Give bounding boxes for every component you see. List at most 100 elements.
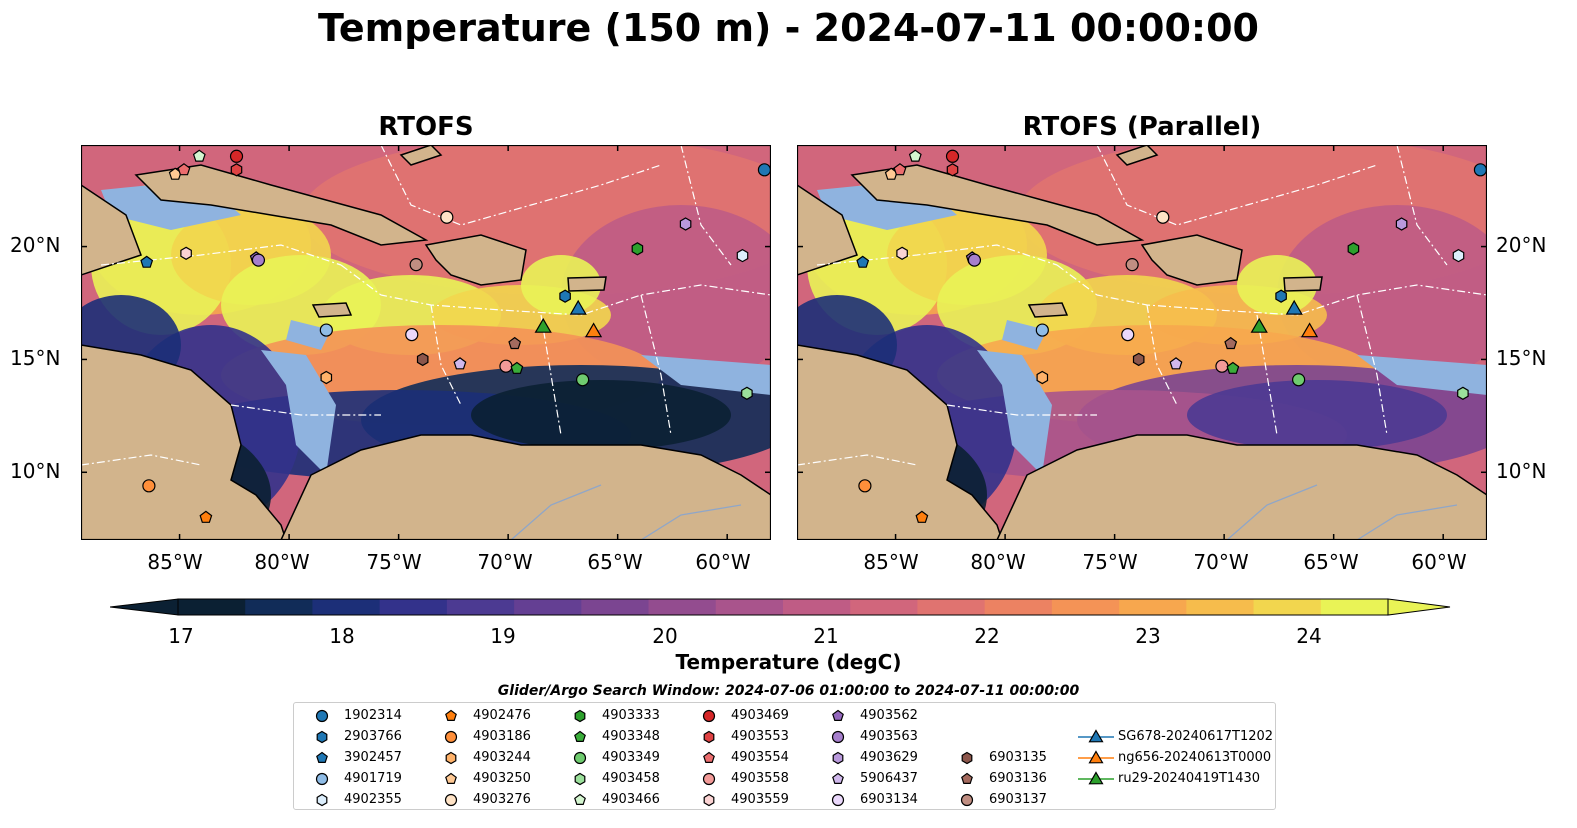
glider-marker[interactable] — [569, 299, 587, 315]
legend-marker-shape[interactable] — [574, 730, 586, 742]
argo-float-marker[interactable] — [741, 386, 753, 400]
argo-float-marker[interactable] — [180, 246, 192, 260]
legend-marker-shape[interactable] — [315, 772, 329, 786]
argo-float-marker[interactable] — [440, 210, 454, 224]
legend-label: 6903136 — [989, 771, 1047, 786]
legend-marker-shape[interactable] — [703, 751, 715, 763]
argo-float-marker[interactable] — [1036, 370, 1049, 385]
legend-marker-shape[interactable] — [574, 772, 586, 786]
river — [640, 504, 742, 540]
argo-float-marker[interactable] — [192, 149, 206, 162]
argo-float-marker[interactable] — [229, 149, 244, 163]
legend-marker-shape[interactable] — [573, 751, 587, 765]
argo-float-marker[interactable] — [142, 479, 156, 493]
legend-label: 1902314 — [344, 708, 402, 723]
argo-float-marker[interactable] — [199, 510, 213, 523]
glider-marker[interactable] — [1285, 299, 1303, 315]
argo-float-marker[interactable] — [140, 255, 154, 268]
map-panel-rtofs[interactable] — [81, 145, 771, 540]
legend-marker-shape[interactable] — [960, 793, 974, 807]
legend-marker-shape[interactable] — [832, 772, 844, 784]
argo-float-marker[interactable] — [1121, 328, 1135, 342]
legend-marker-shape[interactable] — [574, 709, 586, 723]
legend-marker-shape[interactable] — [961, 772, 973, 784]
legend-marker-shape[interactable] — [703, 793, 715, 807]
legend-marker-shape[interactable] — [316, 751, 328, 763]
legend-marker-shape[interactable] — [831, 730, 845, 744]
argo-float-marker[interactable] — [1395, 217, 1408, 231]
argo-float-marker[interactable] — [1215, 359, 1229, 373]
argo-float-marker[interactable] — [967, 253, 982, 267]
legend-marker-shape[interactable] — [444, 793, 458, 807]
argo-float-marker[interactable] — [1224, 336, 1238, 350]
argo-float-marker[interactable] — [576, 373, 590, 387]
glider-marker[interactable] — [534, 317, 552, 333]
glider-marker[interactable] — [584, 322, 603, 338]
argo-float-marker[interactable] — [679, 217, 692, 231]
argo-float-marker[interactable] — [893, 163, 907, 176]
argo-float-marker[interactable] — [416, 352, 429, 367]
argo-float-marker[interactable] — [896, 246, 908, 260]
argo-float-marker[interactable] — [856, 255, 870, 268]
legend-marker-shape[interactable] — [445, 772, 457, 784]
argo-float-marker[interactable] — [177, 163, 191, 176]
legend-marker-shape[interactable] — [445, 751, 457, 765]
argo-float-marker[interactable] — [508, 336, 522, 350]
legend-marker-shape[interactable] — [574, 793, 586, 805]
legend-label: 4903348 — [602, 729, 660, 744]
argo-float-marker[interactable] — [1457, 386, 1469, 400]
argo-float-marker[interactable] — [1473, 163, 1487, 177]
argo-float-marker[interactable] — [1275, 289, 1287, 303]
legend-marker-shape[interactable] — [1088, 750, 1104, 764]
argo-float-marker[interactable] — [559, 289, 571, 303]
argo-float-marker[interactable] — [736, 248, 749, 263]
argo-float-marker[interactable] — [1452, 248, 1465, 263]
argo-float-marker[interactable] — [499, 359, 513, 373]
legend-marker-shape[interactable] — [1088, 729, 1104, 743]
legend-marker-shape[interactable] — [444, 730, 458, 744]
argo-float-marker[interactable] — [1156, 210, 1170, 224]
legend-marker-shape[interactable] — [831, 793, 845, 807]
legend-marker-shape[interactable] — [316, 793, 328, 807]
argo-float-marker[interactable] — [946, 163, 959, 177]
legend-marker-shape[interactable] — [961, 751, 973, 765]
argo-float-marker[interactable] — [1035, 323, 1049, 337]
argo-float-marker[interactable] — [1226, 361, 1240, 374]
argo-float-marker[interactable] — [945, 149, 960, 163]
glider-marker[interactable] — [1300, 322, 1319, 338]
legend-marker-shape[interactable] — [832, 751, 844, 765]
legend-marker-shape[interactable] — [703, 730, 715, 744]
argo-float-marker[interactable] — [631, 242, 644, 256]
legend-marker-shape[interactable] — [316, 730, 328, 744]
legend-marker-shape[interactable] — [832, 709, 844, 721]
argo-float-marker[interactable] — [915, 510, 929, 523]
argo-float-marker[interactable] — [409, 258, 423, 272]
argo-float-marker[interactable] — [405, 328, 419, 342]
argo-float-marker[interactable] — [1169, 357, 1183, 370]
glider-marker[interactable] — [1250, 317, 1268, 333]
argo-float-marker[interactable] — [757, 163, 771, 177]
map-panel-rtofs-parallel[interactable] — [797, 145, 1487, 540]
river — [1226, 484, 1318, 540]
argo-float-marker[interactable] — [319, 323, 333, 337]
colorbar-segment — [1051, 599, 1120, 615]
argo-float-marker[interactable] — [1125, 258, 1139, 272]
argo-float-marker[interactable] — [453, 357, 467, 370]
argo-float-marker[interactable] — [251, 253, 266, 267]
argo-float-marker[interactable] — [858, 479, 872, 493]
land — [1283, 276, 1323, 292]
panel-title-rtofs-parallel: RTOFS (Parallel) — [1022, 112, 1262, 142]
argo-float-marker[interactable] — [230, 163, 243, 177]
argo-float-marker[interactable] — [1292, 373, 1306, 387]
legend-marker-shape[interactable] — [702, 709, 716, 723]
argo-float-marker[interactable] — [908, 149, 922, 162]
argo-float-marker[interactable] — [1347, 242, 1360, 256]
argo-float-marker[interactable] — [510, 361, 524, 374]
argo-float-marker[interactable] — [1132, 352, 1145, 367]
continental-shelf — [641, 355, 771, 395]
legend-marker-shape[interactable] — [702, 772, 716, 786]
legend-marker-shape[interactable] — [445, 709, 457, 721]
legend-marker-shape[interactable] — [1088, 771, 1104, 785]
argo-float-marker[interactable] — [320, 370, 333, 385]
legend-marker-shape[interactable] — [315, 709, 329, 723]
